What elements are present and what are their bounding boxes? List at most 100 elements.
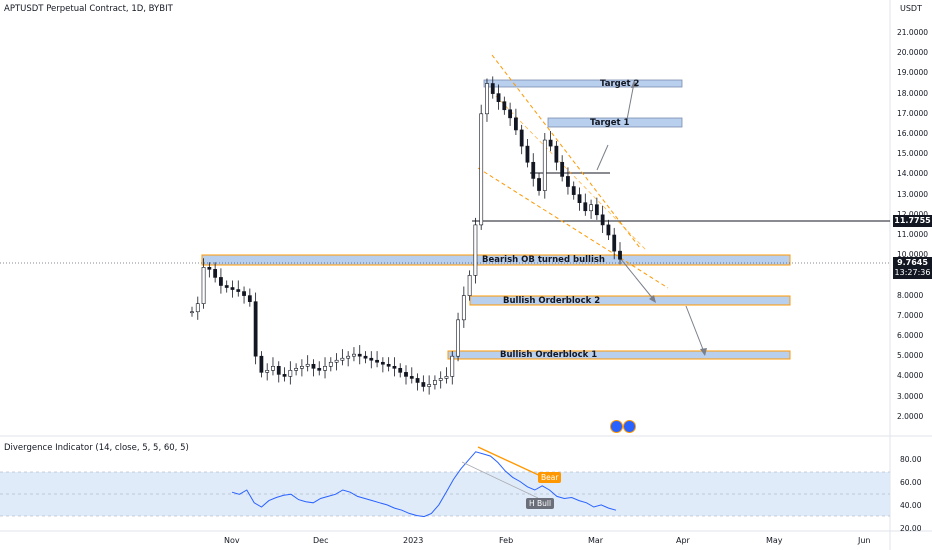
- candle-body: [548, 139, 553, 147]
- price-tick: 9.0000: [897, 270, 924, 280]
- candle-body: [207, 267, 212, 270]
- price-tick: 17.0000: [897, 108, 929, 118]
- candle-body: [352, 353, 356, 357]
- channel-upper[interactable]: [491, 54, 641, 249]
- arrow-down-ob2[interactable]: [619, 257, 655, 301]
- candle-body: [450, 355, 455, 377]
- candle-body: [288, 370, 293, 377]
- price-tick: 10.0000: [897, 250, 929, 260]
- rsi-line[interactable]: [231, 451, 617, 518]
- candle-body: [380, 361, 385, 365]
- dividend-flag-icon[interactable]: [623, 420, 636, 433]
- target2-label: Target 2: [600, 79, 640, 89]
- price-tick: 6.0000: [897, 331, 924, 340]
- price-tick: 2.0000: [897, 411, 924, 421]
- candle-body: [467, 275, 472, 296]
- time-tick: Apr: [676, 536, 690, 545]
- earnings-flag-icon[interactable]: [610, 420, 623, 433]
- last-price-tag-bg: [893, 257, 932, 279]
- price-tick: 3.0000: [897, 391, 924, 401]
- candle-body: [213, 269, 218, 278]
- candle-body: [525, 145, 530, 163]
- candle-body: [433, 380, 437, 385]
- bearish-ob-label: Bearish OB turned bullish: [482, 255, 605, 265]
- indicator-title: Divergence Indicator (14, close, 5, 5, 6…: [4, 443, 189, 453]
- candle-body: [398, 368, 403, 373]
- candle-body: [444, 376, 449, 379]
- candle-body: [571, 186, 576, 195]
- candle-body: [311, 363, 316, 369]
- arrow-to-target1[interactable]: [596, 144, 609, 171]
- symbol-title: APTUSDT Perpetual Contract, 1D, BYBIT: [4, 4, 173, 14]
- price-tick: 20.0000: [897, 48, 929, 58]
- candle-body: [537, 178, 541, 191]
- zone-bearish-ob[interactable]: [201, 254, 791, 266]
- candle-body: [392, 365, 397, 369]
- candle-body: [513, 117, 518, 131]
- candle-body: [276, 365, 281, 375]
- bear-divergence-line[interactable]: [477, 446, 546, 479]
- candle-body: [247, 295, 252, 302]
- candle-body: [299, 365, 304, 369]
- candle-body: [357, 353, 362, 357]
- candle-body: [409, 376, 414, 379]
- candle-body: [618, 250, 622, 260]
- candles[interactable]: [190, 76, 622, 395]
- time-tick: Mar: [588, 536, 604, 545]
- bullish-ob1-label: Bullish Orderblock 1: [500, 350, 598, 360]
- candle-body: [479, 113, 484, 226]
- candle-body: [415, 378, 420, 383]
- candle-body: [490, 83, 495, 94]
- level-price-tag: 11.7755: [894, 216, 931, 225]
- zone-bullish-ob1[interactable]: [447, 350, 791, 360]
- candle-body: [560, 161, 565, 177]
- candle-body: [190, 311, 194, 314]
- price-tick: 8.0000: [897, 290, 924, 300]
- candle-body: [496, 93, 501, 102]
- time-tick: Dec: [313, 536, 329, 545]
- time-tick: May: [766, 536, 783, 545]
- candle-body: [259, 355, 264, 373]
- candle-body: [519, 129, 524, 147]
- candle-body: [461, 295, 466, 321]
- hbull-divergence-line[interactable]: [461, 461, 539, 499]
- candle-body: [404, 372, 408, 377]
- price-tick: 16.0000: [897, 129, 929, 138]
- target1-label: Target 1: [590, 118, 630, 128]
- time-tick: Feb: [499, 536, 514, 545]
- indicator-tick: 20.00: [900, 524, 922, 533]
- candle-body: [346, 355, 351, 359]
- price-tick: 12.0000: [897, 209, 929, 219]
- indicator-tick: 40.00: [900, 501, 922, 510]
- candle-body: [594, 204, 599, 216]
- zone-target1[interactable]: [547, 117, 683, 128]
- price-tick: 18.0000: [897, 88, 929, 98]
- candle-body: [456, 319, 460, 357]
- arrow-down-ob1[interactable]: [685, 305, 705, 353]
- price-tick: 4.0000: [897, 371, 924, 381]
- candle-body: [323, 365, 327, 371]
- candle-body: [230, 287, 235, 290]
- candle-body: [583, 202, 588, 212]
- last-price-tag: 9.7645: [897, 258, 928, 267]
- arrow-to-target2[interactable]: [625, 82, 635, 126]
- candle-body: [502, 101, 507, 111]
- hbull-badge: H Bull: [526, 498, 555, 509]
- channel-mid[interactable]: [485, 85, 647, 251]
- channel-lower[interactable]: [477, 167, 669, 289]
- candle-body: [438, 378, 443, 381]
- price-tick: 11.0000: [897, 230, 929, 239]
- price-tick: 19.0000: [897, 68, 929, 78]
- level-tag-bg: [893, 215, 932, 227]
- candle-body: [531, 161, 536, 179]
- candle-body: [219, 277, 223, 286]
- indicator-tick: 60.00: [900, 478, 922, 487]
- zone-target2[interactable]: [483, 79, 683, 88]
- bullish-ob2-label: Bullish Orderblock 2: [503, 296, 601, 306]
- candle-body: [421, 382, 426, 387]
- candle-body: [195, 303, 200, 313]
- candle-body: [328, 361, 333, 367]
- price-tick: 13.0000: [897, 189, 929, 199]
- price-tick: 14.0000: [897, 169, 929, 179]
